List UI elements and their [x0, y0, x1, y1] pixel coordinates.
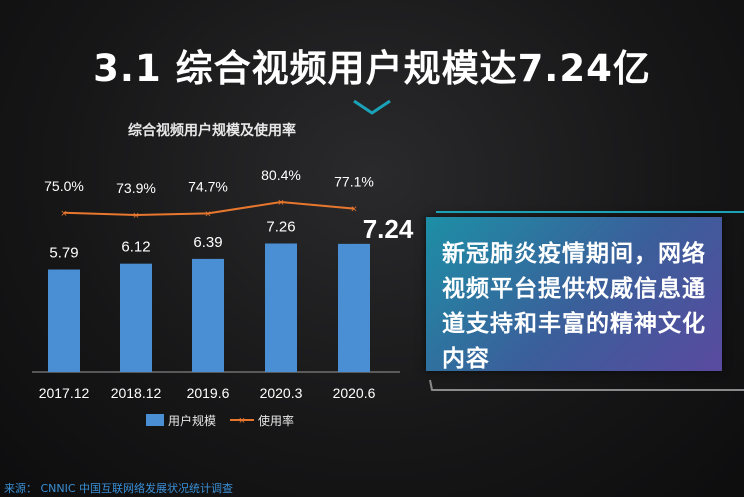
rate-line [63, 200, 355, 217]
bar-1 [120, 263, 152, 372]
callout-box: 新冠肺炎疫情期间，网络视频平台提供权威信息通道支持和丰富的精神文化内容 [426, 217, 722, 372]
legend-bar-swatch [146, 414, 164, 426]
rate-value-label: 77.1% [334, 174, 374, 190]
x-tick-label: 2017.12 [39, 385, 90, 401]
rate-value-label: 80.4% [261, 167, 301, 183]
x-tick-label: 2018.12 [111, 385, 162, 401]
x-tick-label: 2019.6 [187, 385, 230, 401]
chart-title: 综合视频用户规模及使用率 [128, 123, 296, 139]
legend-line-marker: × [239, 415, 245, 427]
rate-marker: × [205, 208, 211, 220]
x-tick-label: 2020.3 [260, 385, 303, 401]
bar-4 [338, 243, 370, 372]
legend-line-label: 使用率 [258, 413, 294, 428]
rate-marker: × [133, 210, 139, 222]
rate-value-label: 74.7% [188, 178, 228, 194]
source-note: 来源： CNNIC 中国互联网络发展状况统计调查 [4, 482, 234, 495]
x-tick-label: 2020.6 [333, 385, 376, 401]
bar-value-label: 6.39 [193, 234, 222, 251]
rate-marker: × [278, 197, 284, 209]
rate-value-label: 73.9% [116, 180, 156, 196]
bar-value-label: 7.26 [266, 218, 295, 235]
bar-2 [192, 258, 224, 372]
rate-marker: × [61, 208, 67, 220]
bar-value-label: 6.12 [121, 239, 150, 256]
rate-value-label: 75.0% [44, 178, 84, 194]
chevron-down-icon [353, 99, 391, 115]
legend-bar-label: 用户规模 [168, 413, 216, 428]
callout-text: 新冠肺炎疫情期间，网络视频平台提供权威信息通道支持和丰富的精神文化内容 [442, 241, 706, 372]
bar-value-label: 5.79 [49, 245, 78, 262]
bar-3 [265, 243, 297, 372]
rate-marker: × [351, 204, 357, 216]
bar-value-label-highlight: 7.24 [363, 214, 414, 244]
page-title: 3.1 综合视频用户规模达7.24亿 [93, 47, 651, 90]
bar-0 [48, 269, 80, 372]
